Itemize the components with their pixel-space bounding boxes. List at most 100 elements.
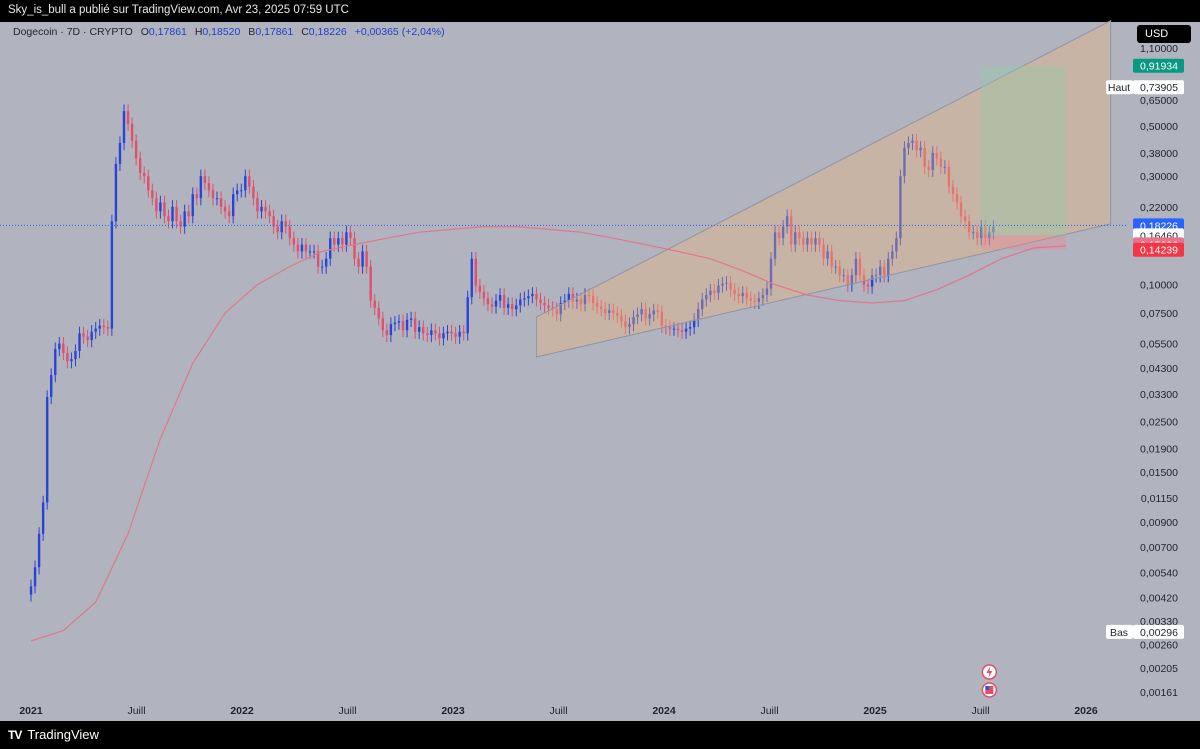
candle-body bbox=[37, 533, 41, 568]
candle-body bbox=[191, 194, 194, 217]
price-tag-caption: Haut bbox=[1108, 82, 1130, 94]
moving-average-line bbox=[30, 226, 1067, 642]
candle-body bbox=[624, 321, 627, 328]
candle-body bbox=[409, 318, 413, 320]
candle-body bbox=[219, 198, 223, 207]
candle-body bbox=[842, 275, 845, 277]
open-label: O bbox=[140, 26, 149, 38]
candle-body bbox=[846, 275, 850, 285]
candle-body bbox=[203, 176, 207, 184]
candle-body bbox=[66, 352, 69, 362]
candle-body bbox=[498, 294, 502, 301]
candle-body bbox=[862, 275, 866, 285]
candle-body bbox=[29, 586, 33, 595]
candle-body bbox=[430, 330, 433, 336]
candle-body bbox=[353, 238, 356, 259]
x-axis-tick-label: 2024 bbox=[652, 705, 676, 717]
candle-body bbox=[450, 331, 453, 334]
candle-body bbox=[567, 293, 571, 301]
candle-body bbox=[967, 221, 971, 233]
candle-body bbox=[660, 311, 664, 326]
close-label: C bbox=[301, 26, 309, 38]
candle-body bbox=[405, 319, 409, 331]
candle-body bbox=[604, 309, 607, 313]
candle-body bbox=[458, 331, 461, 337]
candle-body bbox=[236, 190, 239, 195]
price-tag-label: 0,00296 bbox=[1140, 627, 1178, 639]
y-axis-tick-label: 0,50000 bbox=[1140, 121, 1178, 133]
candle-body bbox=[838, 266, 841, 276]
candle-body bbox=[426, 333, 429, 336]
chart-area[interactable] bbox=[0, 22, 1200, 721]
candle-body bbox=[102, 325, 105, 328]
candle-body bbox=[389, 324, 393, 336]
candle-body bbox=[874, 275, 878, 277]
candle-body bbox=[806, 238, 809, 245]
candle-body bbox=[345, 232, 348, 245]
candle-body bbox=[94, 328, 97, 332]
candle-body bbox=[652, 310, 655, 315]
rising-channel bbox=[535, 19, 1112, 358]
candle-body bbox=[252, 186, 255, 199]
candle-body bbox=[147, 176, 150, 191]
candle-body bbox=[717, 285, 720, 293]
candle-body bbox=[535, 293, 538, 300]
price-tag-label: 0,91934 bbox=[1140, 61, 1178, 73]
candle-body bbox=[316, 251, 320, 267]
y-axis-tick-label: 0,65000 bbox=[1140, 95, 1178, 107]
candle-body bbox=[288, 226, 291, 239]
candle-body bbox=[365, 251, 368, 267]
tradingview-name: TradingView bbox=[27, 727, 99, 742]
candle-body bbox=[377, 307, 380, 319]
candle-body bbox=[636, 314, 639, 318]
currency-button[interactable]: USD bbox=[1137, 25, 1191, 43]
candle-body bbox=[373, 300, 376, 308]
candle-body bbox=[895, 238, 898, 252]
candle-body bbox=[41, 502, 45, 534]
tradingview-brand: TV TradingView bbox=[8, 727, 99, 742]
candle-body bbox=[620, 315, 623, 322]
y-axis-tick-label: 0,02500 bbox=[1140, 416, 1178, 428]
candle-body bbox=[583, 294, 587, 305]
candle-body bbox=[903, 147, 906, 177]
candle-body bbox=[474, 258, 478, 286]
candle-body bbox=[268, 211, 271, 217]
price-tag-caption-box bbox=[1106, 624, 1133, 639]
candle-body bbox=[794, 232, 797, 245]
candle-body bbox=[575, 299, 579, 302]
candle-body bbox=[300, 244, 304, 252]
price-tag bbox=[1133, 242, 1184, 257]
candle-body bbox=[248, 176, 251, 187]
candle-body bbox=[466, 297, 469, 334]
candle-body bbox=[126, 111, 130, 124]
candle-body bbox=[980, 226, 983, 239]
candle-body bbox=[272, 216, 275, 227]
candle-body bbox=[45, 397, 49, 503]
candle-body bbox=[361, 251, 364, 267]
candle-body bbox=[515, 305, 518, 310]
candle-body bbox=[155, 198, 158, 212]
candle-body bbox=[276, 226, 279, 233]
candle-body bbox=[33, 567, 37, 587]
x-axis-tick-label: 2021 bbox=[19, 705, 43, 717]
candle-body bbox=[733, 289, 736, 294]
candle-body bbox=[292, 238, 296, 245]
candle-body bbox=[211, 190, 215, 199]
x-axis-tick-label: Juill bbox=[971, 705, 989, 717]
y-axis-tick-label: 0,01900 bbox=[1140, 443, 1178, 455]
candle-body bbox=[963, 216, 967, 222]
candle-body bbox=[943, 166, 947, 168]
high-label: H bbox=[194, 26, 203, 38]
candle-body bbox=[62, 343, 65, 353]
candle-body bbox=[883, 266, 886, 276]
candle-body bbox=[632, 317, 635, 325]
candle-body bbox=[454, 333, 457, 337]
y-axis-tick-label: 0,00161 bbox=[1140, 687, 1178, 699]
candle-body bbox=[777, 232, 781, 239]
candle-body bbox=[721, 283, 724, 286]
candle-body bbox=[781, 226, 785, 239]
candle-body bbox=[442, 333, 445, 339]
publisher-bar: Sky_is_bull a publié sur TradingView.com… bbox=[0, 0, 1200, 22]
x-axis-tick-label: Juill bbox=[127, 705, 145, 717]
